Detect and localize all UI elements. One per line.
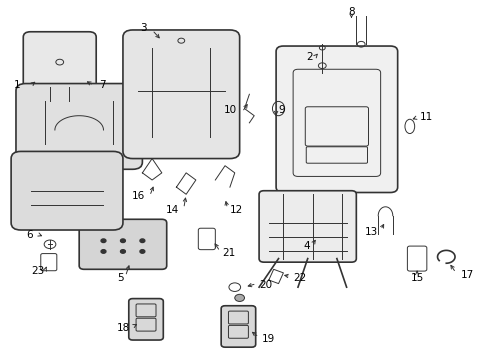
FancyBboxPatch shape	[16, 84, 142, 169]
Circle shape	[101, 249, 106, 253]
FancyBboxPatch shape	[122, 30, 239, 158]
FancyBboxPatch shape	[128, 298, 163, 340]
FancyBboxPatch shape	[221, 306, 255, 347]
FancyBboxPatch shape	[79, 219, 166, 269]
Text: 7: 7	[99, 80, 105, 90]
Text: 20: 20	[259, 280, 272, 291]
Text: 11: 11	[419, 112, 432, 122]
Text: 5: 5	[117, 273, 123, 283]
Text: 18: 18	[117, 323, 130, 333]
Text: 13: 13	[364, 227, 377, 237]
Text: 15: 15	[409, 273, 423, 283]
Text: 10: 10	[224, 105, 237, 115]
FancyBboxPatch shape	[11, 152, 122, 230]
Text: 1: 1	[14, 80, 21, 90]
Text: 8: 8	[347, 7, 354, 17]
Text: 14: 14	[165, 205, 179, 215]
Text: 19: 19	[261, 334, 274, 344]
Circle shape	[234, 294, 244, 301]
Text: 12: 12	[229, 205, 243, 215]
Text: 9: 9	[278, 105, 285, 115]
Circle shape	[101, 239, 106, 243]
Text: 2: 2	[305, 52, 312, 62]
FancyBboxPatch shape	[276, 46, 397, 193]
FancyBboxPatch shape	[259, 191, 356, 262]
Text: 4: 4	[303, 241, 309, 251]
Text: 16: 16	[131, 191, 144, 201]
Text: 22: 22	[292, 273, 306, 283]
Circle shape	[120, 249, 125, 253]
FancyBboxPatch shape	[23, 32, 96, 93]
Text: 3: 3	[141, 23, 147, 33]
Text: 17: 17	[460, 270, 473, 280]
Text: 23: 23	[31, 266, 44, 276]
Circle shape	[140, 249, 144, 253]
Text: 6: 6	[26, 230, 33, 240]
Circle shape	[120, 239, 125, 243]
Text: 21: 21	[222, 248, 235, 258]
Circle shape	[140, 239, 144, 243]
